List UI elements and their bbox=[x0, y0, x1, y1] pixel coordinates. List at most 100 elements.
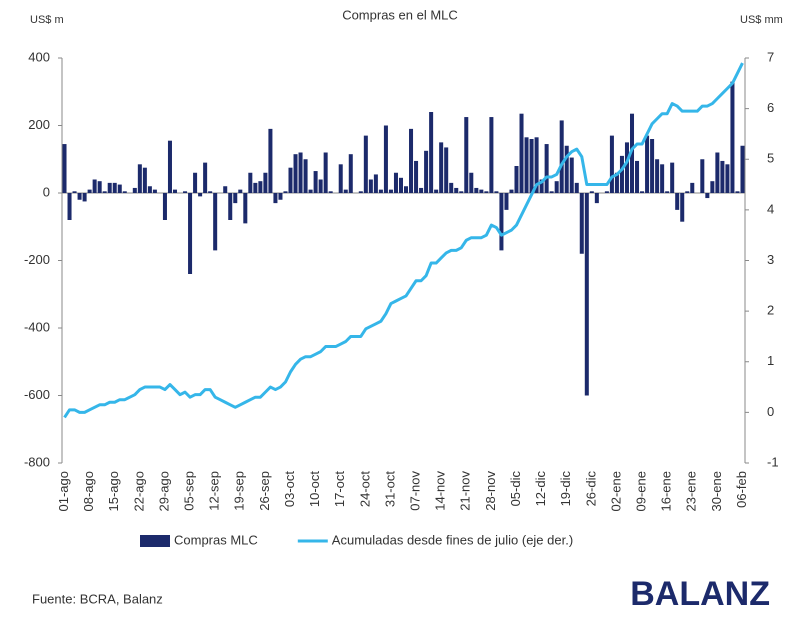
bar bbox=[363, 135, 368, 193]
bar bbox=[680, 193, 685, 222]
line bbox=[63, 62, 744, 419]
bar bbox=[398, 177, 403, 193]
x-tick-label: 31-oct bbox=[382, 471, 397, 508]
bar bbox=[650, 139, 655, 193]
bar bbox=[208, 191, 213, 193]
legend-swatch bbox=[140, 535, 170, 547]
bar bbox=[213, 193, 218, 251]
bar bbox=[589, 191, 594, 193]
bar bbox=[544, 144, 549, 193]
bar bbox=[529, 139, 534, 193]
bar bbox=[288, 167, 293, 193]
x-tick-label: 17-oct bbox=[332, 471, 347, 508]
bar bbox=[378, 189, 383, 193]
x-tick-label: 19-dic bbox=[558, 471, 573, 507]
bar bbox=[464, 117, 469, 193]
y2-tick-label: 1 bbox=[767, 353, 774, 368]
bar bbox=[685, 191, 690, 193]
bar bbox=[223, 186, 228, 193]
x-tick-label: 03-oct bbox=[282, 471, 297, 508]
x-tick-label: 02-ene bbox=[608, 471, 623, 511]
x-tick-label: 12-dic bbox=[533, 471, 548, 507]
x-tick-label: 05-dic bbox=[508, 471, 523, 507]
x-tick-label: 21-nov bbox=[458, 471, 473, 511]
bar bbox=[258, 181, 263, 193]
bar bbox=[303, 159, 308, 193]
x-tick-label: 05-sep bbox=[182, 471, 197, 511]
bar bbox=[519, 113, 524, 193]
bar bbox=[504, 193, 509, 210]
bar bbox=[388, 189, 393, 193]
bar bbox=[705, 193, 710, 199]
bar bbox=[338, 164, 343, 193]
legend-label: Compras MLC bbox=[174, 532, 258, 547]
y2-axis-unit: US$ mm bbox=[740, 14, 783, 26]
bar bbox=[409, 128, 414, 193]
bar bbox=[122, 191, 127, 193]
bar bbox=[439, 142, 444, 193]
bar bbox=[328, 191, 333, 193]
source-note: Fuente: BCRA, Balanz bbox=[32, 591, 163, 606]
bar bbox=[559, 120, 564, 193]
bar bbox=[293, 154, 298, 193]
bar bbox=[424, 150, 429, 193]
bar bbox=[629, 113, 635, 193]
bar bbox=[660, 164, 665, 193]
y-tick-label: -600 bbox=[24, 387, 50, 402]
bar bbox=[429, 112, 434, 193]
bar bbox=[539, 179, 544, 193]
bar bbox=[393, 172, 398, 193]
bar bbox=[283, 191, 288, 193]
bar bbox=[253, 182, 258, 193]
bar bbox=[579, 193, 584, 254]
x-tick-label: 09-ene bbox=[633, 471, 648, 511]
bar bbox=[609, 135, 614, 193]
bar bbox=[162, 193, 167, 220]
y-tick-label: 0 bbox=[43, 184, 50, 199]
y-tick-label: -200 bbox=[24, 252, 50, 267]
bar bbox=[419, 187, 424, 193]
bar bbox=[373, 174, 378, 193]
y-tick-label: -800 bbox=[24, 454, 50, 469]
bar bbox=[700, 159, 705, 193]
bar bbox=[147, 186, 152, 193]
bar bbox=[142, 167, 147, 193]
bar bbox=[238, 189, 243, 193]
bar bbox=[313, 171, 318, 193]
bar bbox=[358, 191, 363, 193]
bar bbox=[273, 193, 278, 204]
x-tick-label: 14-nov bbox=[433, 471, 448, 511]
bar bbox=[534, 137, 539, 193]
bar bbox=[499, 193, 504, 251]
x-tick-label: 07-nov bbox=[407, 471, 422, 511]
bar bbox=[474, 187, 479, 193]
bar bbox=[132, 187, 137, 193]
bar bbox=[348, 154, 353, 193]
bar bbox=[740, 145, 745, 193]
bar bbox=[67, 193, 72, 220]
bar bbox=[584, 193, 589, 396]
bar bbox=[479, 189, 484, 193]
bar bbox=[343, 189, 348, 193]
bar bbox=[524, 137, 529, 193]
bar bbox=[675, 193, 680, 210]
bar bbox=[77, 193, 82, 200]
bar bbox=[112, 182, 117, 193]
x-tick-label: 24-oct bbox=[357, 471, 372, 508]
bar bbox=[434, 189, 439, 193]
x-tick-label: 10-oct bbox=[307, 471, 322, 508]
bar bbox=[514, 166, 519, 193]
y2-tick-label: 2 bbox=[767, 303, 774, 318]
bar bbox=[725, 164, 730, 193]
bar bbox=[619, 155, 624, 193]
bar bbox=[730, 81, 735, 193]
bar bbox=[665, 191, 670, 193]
bar bbox=[449, 182, 454, 193]
y2-tick-label: -1 bbox=[767, 454, 779, 469]
bar bbox=[509, 189, 514, 193]
x-tick-label: 16-ene bbox=[659, 471, 674, 511]
bar bbox=[92, 179, 97, 193]
y-tick-label: 200 bbox=[28, 117, 50, 132]
